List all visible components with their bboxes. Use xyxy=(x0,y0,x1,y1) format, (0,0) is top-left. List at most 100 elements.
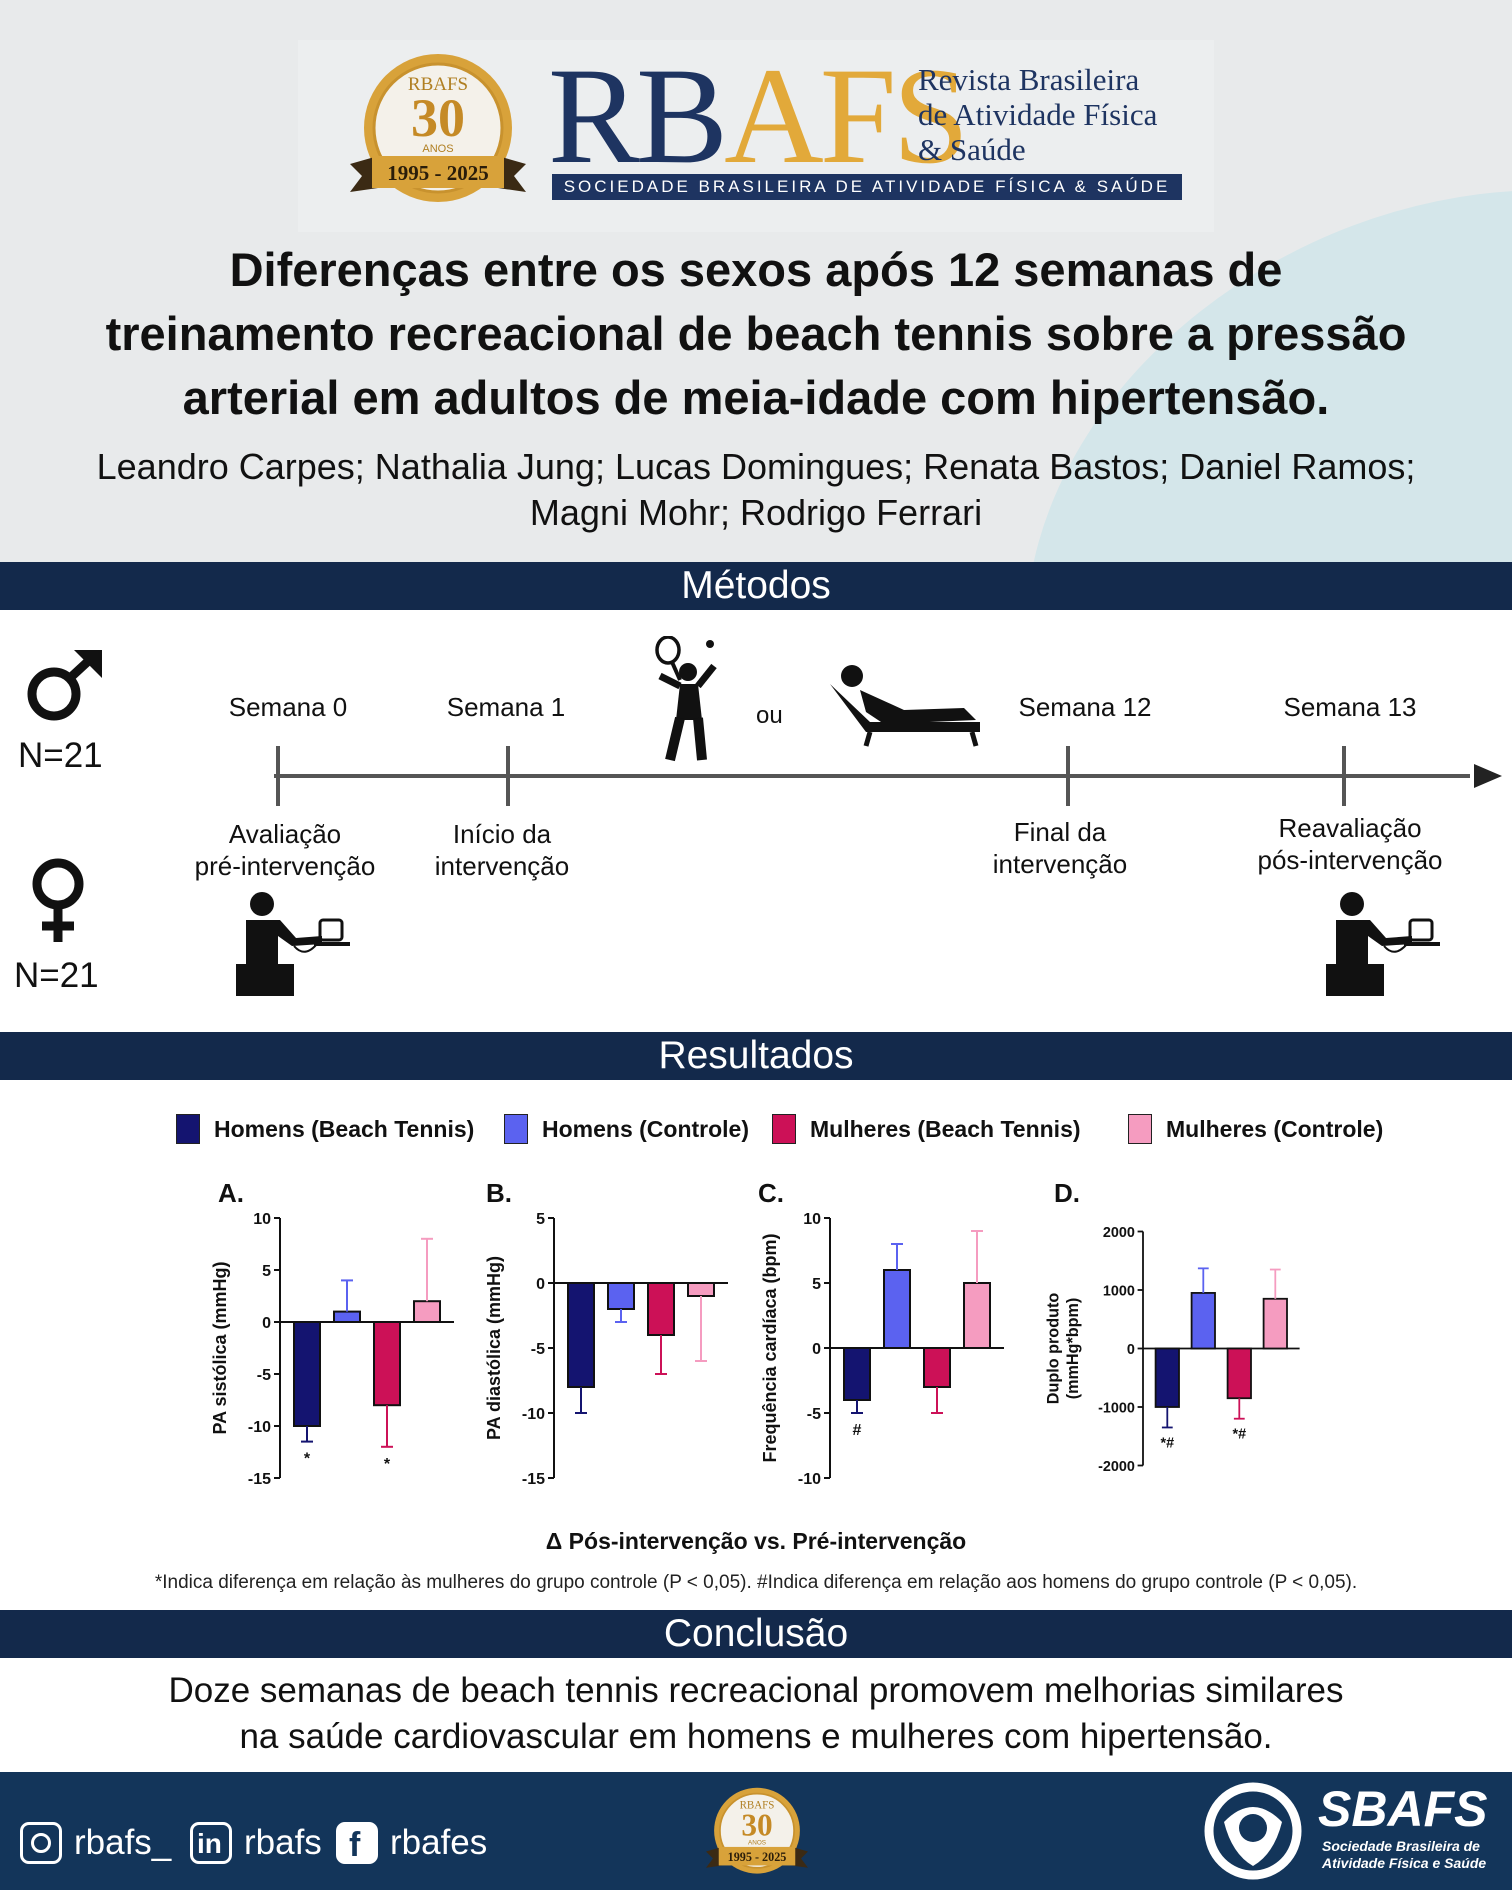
y-tick-label: 2000 xyxy=(1103,1225,1135,1241)
week-0-label: Semana 0 xyxy=(228,692,348,722)
y-tick-label: 0 xyxy=(812,1341,821,1358)
panel-c-letter: C. xyxy=(758,1178,784,1208)
sbafs-subtitle-line1: Sociedade Brasileira de xyxy=(1322,1838,1480,1854)
badge-top-text: RBAFS xyxy=(408,74,468,95)
rbafs-wordmark: RBAFS xyxy=(548,46,969,186)
legend-label-men-bt: Homens (Beach Tennis) xyxy=(214,1115,475,1142)
sbafs-logo-icon xyxy=(1204,1782,1302,1880)
results-heading: Resultados xyxy=(0,1032,1512,1080)
y-tick-label: 0 xyxy=(536,1276,545,1293)
title-line2: treinamento recreacional de beach tennis… xyxy=(105,307,1407,360)
journal-name: Revista Brasileira de Atividade Física &… xyxy=(918,62,1157,167)
bar-2 xyxy=(607,1282,635,1310)
instagram-icon xyxy=(20,1822,62,1864)
week-1-description: Início da intervenção xyxy=(402,818,602,882)
y-tick-label: -10 xyxy=(798,1471,821,1488)
y-tick-label: -2000 xyxy=(1098,1459,1135,1475)
legend-women-beach-tennis: Mulheres (Beach Tennis) xyxy=(772,1112,1081,1146)
male-n-count: N=21 xyxy=(18,736,103,775)
legend-label-men-ctrl: Homens (Controle) xyxy=(542,1115,749,1142)
badge-years: 1995 - 2025 xyxy=(387,161,489,185)
y-tick-label: -15 xyxy=(248,1471,271,1488)
facebook-link[interactable]: f rbafes xyxy=(336,1822,487,1864)
journal-name-line2: de Atividade Física xyxy=(918,97,1158,132)
bar-1 xyxy=(843,1347,871,1401)
society-strip: SOCIEDADE BRASILEIRA DE ATIVIDADE FÍSICA… xyxy=(552,174,1182,200)
week-12-desc-line1: Final da xyxy=(1013,817,1107,847)
linkedin-link[interactable]: in rbafs xyxy=(190,1822,322,1864)
bar-4 xyxy=(1262,1297,1288,1350)
legend-swatch-women-ctrl xyxy=(1128,1114,1152,1144)
significance-annotation: * xyxy=(384,1456,391,1473)
authors-line2: Magni Mohr; Rodrigo Ferrari xyxy=(529,492,983,533)
wordmark-rb: RB xyxy=(548,39,728,192)
week-1-desc-line1: Início da xyxy=(452,819,552,849)
y-tick-label: 0 xyxy=(262,1315,271,1332)
legend-women-control: Mulheres (Controle) xyxy=(1128,1112,1383,1146)
legend-men-beach-tennis: Homens (Beach Tennis) xyxy=(176,1112,474,1146)
bar-4 xyxy=(963,1282,991,1349)
tennis-player-icon xyxy=(655,636,717,762)
y-tick-label: 5 xyxy=(812,1276,821,1293)
week-13-desc-line1: Reavaliação xyxy=(1278,813,1422,843)
badge-sub-text: ANOS xyxy=(422,143,453,155)
instagram-link[interactable]: rbafs_ xyxy=(20,1822,171,1864)
instagram-handle: rbafs_ xyxy=(74,1823,172,1862)
header-section: RBAFS 30 ANOS 1995 - 2025 RBAFS Revista … xyxy=(0,0,1512,562)
bar-3 xyxy=(923,1347,951,1388)
conclusion-heading: Conclusão xyxy=(0,1610,1512,1658)
significance-annotation: *# xyxy=(1232,1427,1246,1443)
legend-swatch-men-ctrl xyxy=(504,1114,528,1144)
week-12-label: Semana 12 xyxy=(1018,692,1152,722)
legend-swatch-women-bt xyxy=(772,1114,796,1144)
week-13-desc-line2: pós-intervenção xyxy=(1257,845,1443,875)
chart-diastolic-bp: 5 0 -5 -10 -15 PA diastólica (mmHg) xyxy=(484,1211,728,1488)
y-tick-label: -15 xyxy=(522,1471,545,1488)
authors: Leandro Carpes; Nathalia Jung; Lucas Dom… xyxy=(0,444,1512,536)
y-tick-label: 10 xyxy=(253,1211,271,1228)
conclusion-line1: Doze semanas de beach tennis recreaciona… xyxy=(168,1671,1344,1710)
bp-measurement-icon-post xyxy=(1326,892,1440,996)
week-12-description: Final da intervenção xyxy=(960,816,1160,880)
delta-axis-label: Δ Pós-intervenção vs. Pré-intervenção xyxy=(545,1528,967,1554)
sbafs-wordmark: SBAFS xyxy=(1318,1781,1488,1837)
legend-swatch-men-bt xyxy=(176,1114,200,1144)
significance-footnote: *Indica diferença em relação às mulheres… xyxy=(154,1572,1358,1593)
chart-double-product: 2000 1000 0 -1000 -2000 Duplo produto (mmHg*bp… xyxy=(1044,1225,1300,1475)
footer-30-years-badge: RBAFS 30 ANOS 1995 - 2025 xyxy=(706,1787,808,1874)
bar-3 xyxy=(373,1321,401,1407)
linkedin-icon: in xyxy=(190,1822,232,1864)
y-tick-label: 5 xyxy=(536,1211,545,1228)
facebook-icon: f xyxy=(336,1822,378,1864)
title-line1: Diferenças entre os sexos após 12 semana… xyxy=(229,243,1283,296)
footer-badge-sub: ANOS xyxy=(748,1840,766,1847)
bar-4 xyxy=(687,1282,715,1297)
legend-men-control: Homens (Controle) xyxy=(504,1112,749,1146)
bar-1 xyxy=(1154,1347,1180,1408)
resting-person-icon xyxy=(830,665,980,747)
or-label: ou xyxy=(756,702,783,729)
y-tick-label: -5 xyxy=(807,1406,821,1423)
bar-1 xyxy=(293,1321,321,1427)
significance-annotation: # xyxy=(853,1422,862,1439)
bp-measurement-icon-pre xyxy=(236,892,350,996)
week-1-desc-line2: intervenção xyxy=(434,851,570,881)
facebook-handle: rbafes xyxy=(390,1823,488,1862)
significance-annotation: *# xyxy=(1160,1435,1174,1451)
y-tick-label: -10 xyxy=(248,1419,271,1436)
y-tick-label: -5 xyxy=(531,1341,545,1358)
week-1-label: Semana 1 xyxy=(446,692,566,722)
y-tick-label: 1000 xyxy=(1103,1283,1135,1299)
y-axis-label: PA sistólica (mmHg) xyxy=(210,1261,230,1434)
bar-2 xyxy=(1190,1292,1216,1350)
y-tick-label: -1000 xyxy=(1098,1400,1135,1416)
timeline-axis xyxy=(274,746,1502,806)
panel-b-letter: B. xyxy=(486,1178,512,1208)
footer-badge-number: 30 xyxy=(741,1807,772,1842)
sbafs-subtitle: Sociedade Brasileira de Atividade Física… xyxy=(1322,1838,1486,1872)
week-13-description: Reavaliação pós-intervenção xyxy=(1230,812,1470,876)
journal-name-line3: & Saúde xyxy=(918,132,1026,167)
bar-1 xyxy=(567,1282,595,1388)
significance-annotation: * xyxy=(304,1451,311,1468)
female-symbol-icon xyxy=(32,858,84,942)
